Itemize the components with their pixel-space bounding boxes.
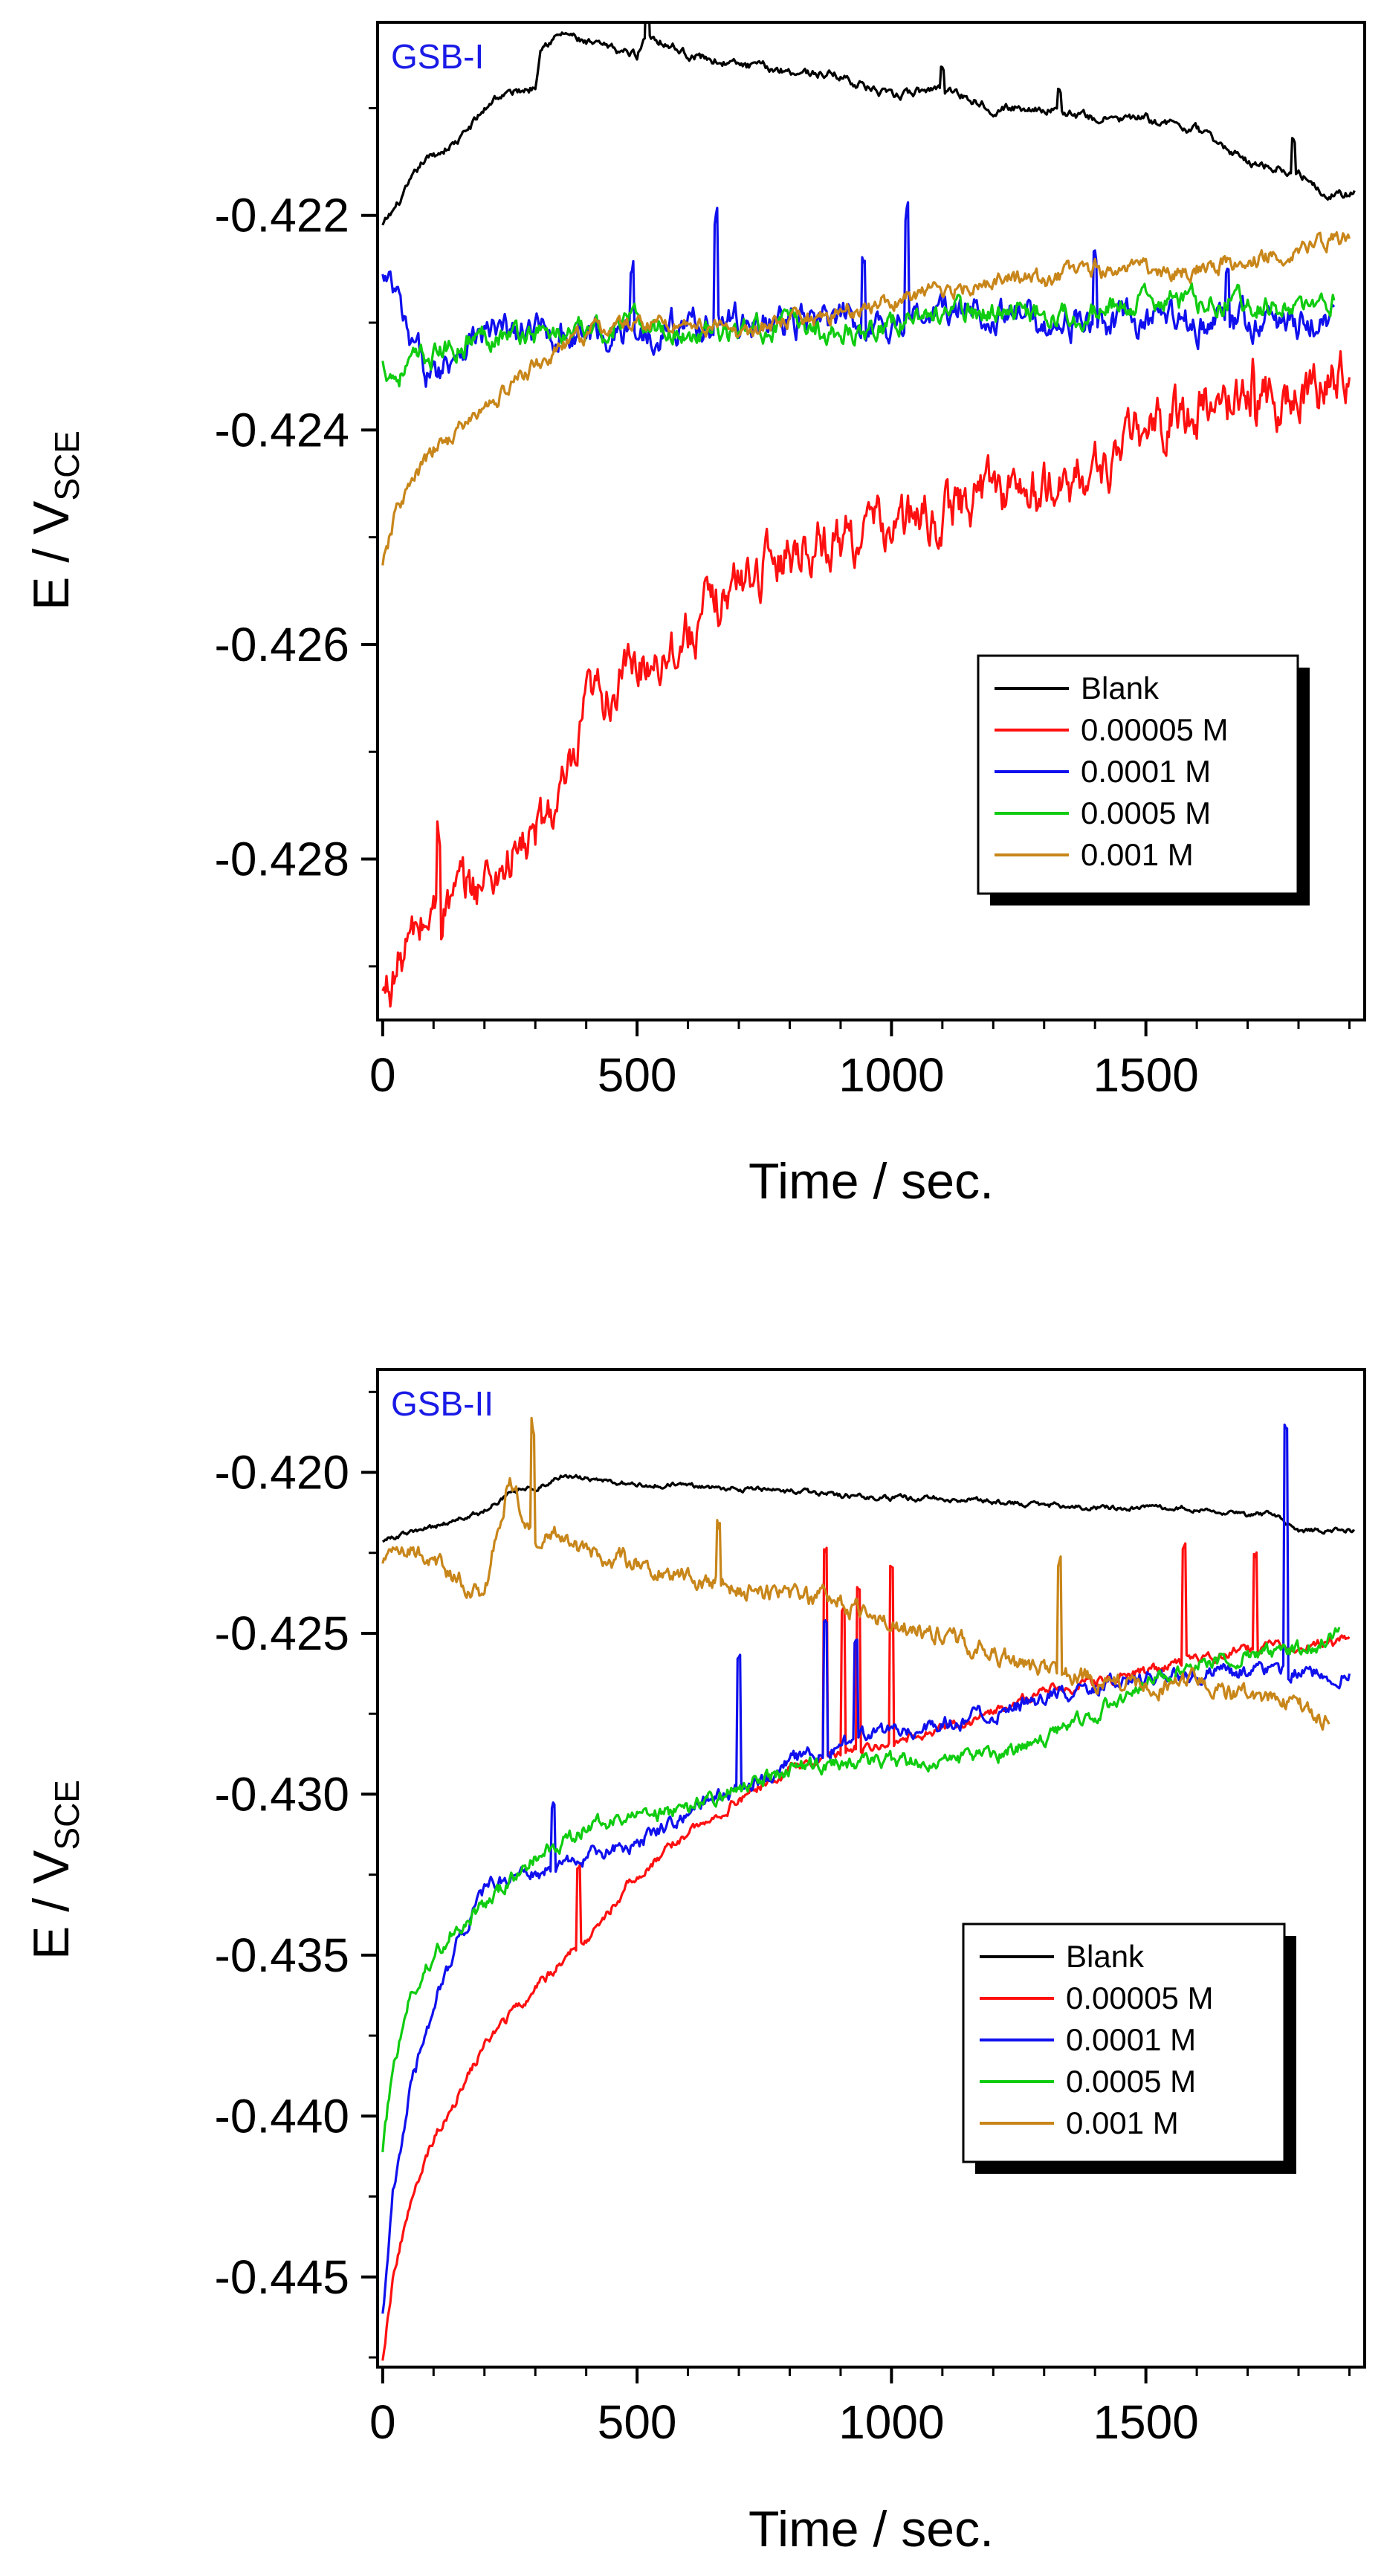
legend-label-0-0005-m: 0.0005 M (1066, 2064, 1196, 2099)
legend: Blank 0.00005 M 0.0001 M 0.0005 M 0.001 M (977, 654, 1310, 906)
series-line-blank (381, 22, 1356, 226)
x-tick-label: 1500 (1093, 1048, 1198, 1102)
chart-gsb-i: 0 500 1000 1500 -0.422 -0.424 -0.426 -0.428 GS… (23, 21, 1366, 1210)
x-tick-label: 1500 (1093, 2395, 1198, 2449)
x-tick-label: 0 (369, 1048, 396, 1102)
y-axis-title: E / VSCE (23, 430, 86, 610)
x-tick-label: 500 (598, 2395, 677, 2449)
legend-label-blank: Blank (1066, 1939, 1145, 1974)
y-tick-label: -0.435 (215, 1928, 349, 1982)
x-tick-label: 500 (598, 1048, 677, 1102)
series-line-0-0001-m (381, 201, 1336, 388)
y-axis-title-main: E / V (23, 1850, 80, 1960)
legend-label-0-0005-m: 0.0005 M (1081, 795, 1211, 830)
x-tick-label: 0 (369, 2395, 396, 2449)
legend-label-blank: Blank (1081, 671, 1160, 706)
series-line-0-001-m (381, 1416, 1330, 1731)
panel-label: GSB-II (391, 1384, 494, 1423)
y-tick-label: -0.430 (215, 1767, 349, 1821)
y-tick-label: -0.426 (215, 618, 349, 671)
y-axis-title: E / VSCE (23, 1780, 86, 1960)
legend-label-0-00005-m: 0.00005 M (1081, 712, 1228, 747)
y-axis-title-subscript: SCE (48, 430, 86, 501)
series-line-0-00005-m (381, 1542, 1351, 2361)
x-tick-label: 1000 (838, 2395, 944, 2449)
legend-label-0-00005-m: 0.00005 M (1066, 1981, 1213, 2015)
series-line-0-001-m (381, 230, 1351, 566)
y-tick-label: -0.425 (215, 1607, 349, 1660)
y-tick-label: -0.428 (215, 833, 349, 886)
legend: Blank 0.00005 M 0.0001 M 0.0005 M 0.001 M (962, 1923, 1296, 2174)
plot-frame (376, 21, 1366, 1021)
chart-gsb-ii: 0 500 1000 1500 -0.420 -0.425 -0.430 -0.435 -0.… (23, 1368, 1366, 2557)
y-tick-label: -0.440 (215, 2089, 349, 2143)
legend-label-0-0001-m: 0.0001 M (1081, 754, 1211, 789)
x-axis-title: Time / sec. (748, 1153, 994, 1210)
y-axis-title-subscript: SCE (48, 1780, 86, 1850)
x-axis-title: Time / sec. (748, 2501, 994, 2557)
series-group (381, 22, 1356, 1008)
y-tick-label: -0.445 (215, 2250, 349, 2304)
x-tick-label: 1000 (838, 1048, 944, 1102)
y-tick-label: -0.420 (215, 1446, 349, 1500)
legend-label-0-0001-m: 0.0001 M (1066, 2022, 1196, 2057)
panel-label: GSB-I (391, 37, 484, 76)
series-line-blank (381, 1473, 1355, 1543)
plot-frame (376, 1368, 1366, 2369)
series-line-0-0005-m (381, 282, 1336, 388)
legend-label-0-001-m: 0.001 M (1066, 2105, 1179, 2140)
y-tick-label: -0.424 (215, 403, 349, 456)
y-axis-title-main: E / V (23, 500, 80, 610)
series-line-0-0005-m (381, 1627, 1341, 2153)
legend-label-0-001-m: 0.001 M (1081, 837, 1194, 872)
y-tick-label: -0.422 (215, 189, 349, 242)
series-group (381, 1416, 1355, 2361)
legend-box (962, 1923, 1286, 2163)
series-line-0-00005-m (381, 350, 1351, 1008)
